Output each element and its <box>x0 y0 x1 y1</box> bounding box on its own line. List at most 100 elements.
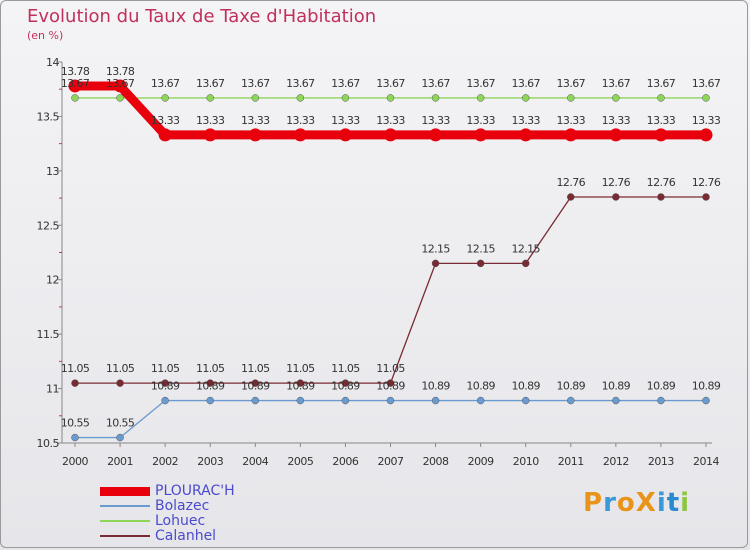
y-tick-label: 11 <box>46 383 59 396</box>
data-point <box>519 128 533 142</box>
data-point <box>476 94 485 102</box>
data-label: 13.33 <box>557 114 586 127</box>
data-label: 12.76 <box>602 176 631 189</box>
data-point <box>116 379 124 387</box>
data-point <box>158 128 172 142</box>
data-label: 10.89 <box>331 380 360 393</box>
data-label: 13.67 <box>61 77 90 90</box>
chart-subtitle: (en %) <box>27 29 64 42</box>
proxiti-logo: ProXiti <box>583 488 690 518</box>
series-line-1 <box>75 399 706 439</box>
data-label: 10.89 <box>511 380 540 393</box>
data-label: 10.89 <box>466 380 495 393</box>
x-tick-label: 2007 <box>378 455 404 468</box>
data-label: 13.33 <box>331 114 360 127</box>
data-label: 13.33 <box>196 114 225 127</box>
data-point <box>296 94 305 102</box>
data-point <box>431 396 440 405</box>
data-label: 13.67 <box>647 77 676 90</box>
series-line-3 <box>75 196 706 384</box>
data-point <box>612 396 620 405</box>
legend-label: Calanhel <box>155 528 217 544</box>
data-point <box>161 396 169 405</box>
logo-letter: i <box>656 488 667 518</box>
data-point <box>567 396 575 405</box>
y-tick-label: 13.5 <box>37 110 60 123</box>
data-point <box>521 259 530 268</box>
x-tick-label: 2010 <box>513 455 539 468</box>
data-point <box>429 128 443 142</box>
data-point <box>657 193 665 201</box>
data-label: 10.89 <box>196 380 225 393</box>
x-tick-label: 2014 <box>693 455 719 468</box>
data-label: 11.05 <box>241 362 270 375</box>
data-point <box>657 94 665 102</box>
data-point <box>386 94 395 102</box>
data-point <box>251 396 260 405</box>
data-label: 13.67 <box>602 77 631 90</box>
legend-label: PLOURAC'H <box>155 483 235 499</box>
data-label: 10.89 <box>421 380 450 393</box>
data-point <box>293 128 307 142</box>
data-label: 10.89 <box>151 380 180 393</box>
data-point <box>206 396 214 405</box>
legend-label: Lohuec <box>155 513 206 529</box>
x-tick-label: 2003 <box>197 455 223 468</box>
data-label: 10.55 <box>61 417 90 430</box>
x-tick-label: 2002 <box>152 455 178 468</box>
x-tick-label: 2012 <box>603 455 629 468</box>
legend-label: Bolazec <box>155 498 210 514</box>
data-point <box>654 128 668 142</box>
series-line-0 <box>75 81 706 140</box>
chart-axes: 10.5 11 11.5 12 12.5 13 13.5 14 2000 2001 2002 2003… <box>37 56 720 468</box>
logo-letter: X <box>635 488 657 518</box>
data-point <box>431 94 440 102</box>
data-point <box>567 193 575 201</box>
data-point <box>296 379 305 387</box>
data-label: 10.89 <box>376 380 405 393</box>
data-point <box>113 79 127 93</box>
x-tick-label: 2001 <box>107 455 133 468</box>
x-tick-label: 2011 <box>558 455 584 468</box>
data-label: 10.89 <box>241 380 270 393</box>
data-point <box>476 396 485 405</box>
data-point <box>702 396 710 405</box>
data-label: 13.67 <box>286 77 315 90</box>
data-label: 13.67 <box>376 77 405 90</box>
legend-swatch <box>100 520 150 522</box>
data-point <box>474 128 488 142</box>
y-tick-label: 12 <box>46 274 59 287</box>
data-label: 13.67 <box>331 77 360 90</box>
logo-letter: r <box>603 488 617 518</box>
data-point <box>612 94 620 102</box>
data-point <box>203 128 217 142</box>
data-point <box>384 128 397 142</box>
data-point <box>341 396 350 405</box>
data-label: 13.33 <box>466 114 495 127</box>
data-label: 13.33 <box>421 114 450 127</box>
data-label: 10.89 <box>692 380 721 393</box>
legend-swatch <box>100 505 150 507</box>
data-label: 13.78 <box>61 65 90 78</box>
data-point <box>296 396 305 405</box>
data-label: 12.76 <box>647 176 676 189</box>
data-point <box>609 128 623 142</box>
data-point <box>206 94 214 102</box>
chart-title: Evolution du Taux de Taxe d'Habitation <box>27 6 377 27</box>
logo-letter: o <box>616 488 636 518</box>
data-label: 11.05 <box>61 362 90 375</box>
data-label: 13.33 <box>511 114 540 127</box>
data-point <box>521 94 530 102</box>
data-label: 12.15 <box>466 242 495 255</box>
logo-letter: t <box>666 488 681 518</box>
data-point <box>116 433 124 442</box>
x-tick-label: 2009 <box>468 455 494 468</box>
x-tick-label: 2005 <box>287 455 313 468</box>
y-tick-label: 13 <box>46 165 59 178</box>
data-label: 13.67 <box>421 77 450 90</box>
data-point <box>612 193 620 201</box>
logo-letter: i <box>680 488 691 518</box>
data-point <box>206 379 214 387</box>
data-point <box>567 94 575 102</box>
